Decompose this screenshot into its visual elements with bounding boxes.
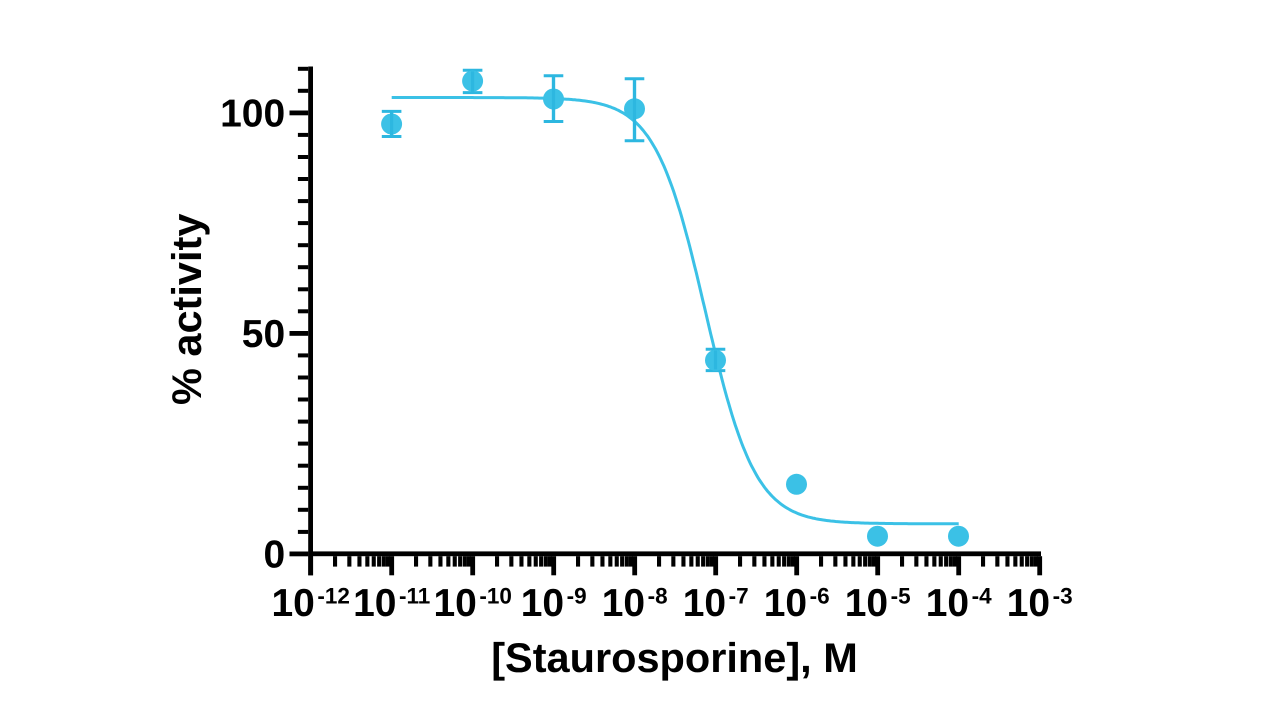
svg-text:10-12: 10 -12 bbox=[271, 582, 349, 625]
svg-text:[Staurosporine], M: [Staurosporine], M bbox=[491, 634, 858, 681]
svg-text:0: 0 bbox=[263, 534, 285, 577]
svg-text:10-7: 10 -7 bbox=[683, 582, 749, 625]
svg-text:50: 50 bbox=[242, 313, 285, 356]
svg-text:100: 100 bbox=[220, 93, 285, 136]
svg-text:10-5: 10 -5 bbox=[845, 582, 911, 625]
svg-text:10-10: 10 -10 bbox=[433, 582, 511, 625]
svg-text:% activity: % activity bbox=[163, 214, 210, 405]
svg-text:10-3: 10 -3 bbox=[1007, 582, 1073, 625]
